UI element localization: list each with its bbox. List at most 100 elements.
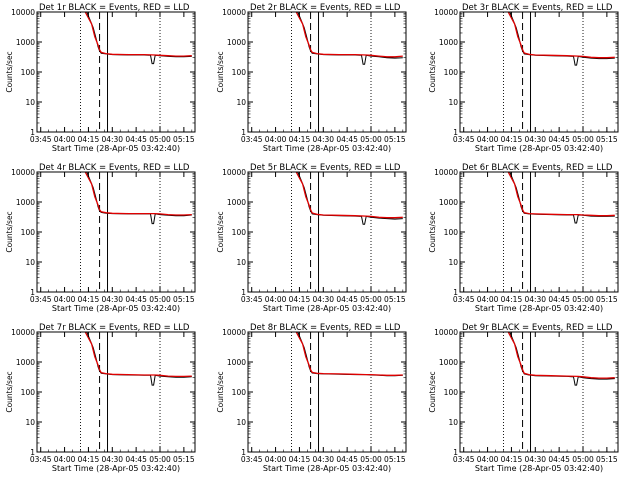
lld-series-line	[84, 12, 192, 57]
x-tick-label: 04:45	[125, 135, 147, 144]
y-tick-label: 10000	[222, 168, 246, 177]
x-tick-label: 03:45	[241, 295, 263, 304]
x-tick-label: 03:45	[453, 135, 475, 144]
x-axis-title: Start Time (28-Apr-05 03:42:40)	[52, 304, 180, 313]
panel-title: Det 2r BLACK = Events, RED = LLD	[250, 3, 401, 13]
x-tick-label: 05:00	[149, 295, 171, 304]
y-tick-label: 10000	[11, 8, 35, 17]
x-tick-label: 04:45	[336, 455, 358, 464]
y-tick-label: 10000	[222, 8, 246, 17]
x-axis-title: Start Time (28-Apr-05 03:42:40)	[475, 464, 603, 473]
chart-panel: Det 4r BLACK = Events, RED = LLD 1 10 100 10…	[5, 163, 196, 313]
x-tick-label: 04:45	[336, 135, 358, 144]
lld-series-line	[84, 172, 192, 216]
y-axis-title: Counts/sec	[428, 211, 437, 252]
x-tick-label: 03:45	[453, 455, 475, 464]
x-tick-label: 05:00	[360, 295, 382, 304]
series-area	[84, 12, 192, 65]
x-tick-label: 04:30	[312, 455, 334, 464]
y-tick-label: 1000	[16, 198, 35, 207]
x-tick-label: 04:30	[524, 295, 546, 304]
series-area	[295, 172, 403, 225]
x-tick-label: 04:15	[501, 135, 523, 144]
x-tick-label: 04:00	[477, 455, 499, 464]
y-tick-label: 10000	[434, 8, 458, 17]
y-tick-label: 1	[241, 288, 246, 297]
y-tick-label: 10	[25, 98, 35, 107]
x-axis-title: Start Time (28-Apr-05 03:42:40)	[263, 144, 391, 153]
y-tick-label: 1000	[439, 38, 458, 47]
plot-frame	[459, 171, 619, 293]
events-series-line	[297, 332, 403, 377]
lld-series-line	[84, 332, 192, 378]
series-area	[507, 172, 615, 224]
x-tick-label: 04:00	[54, 455, 76, 464]
panel-title: Det 7r BLACK = Events, RED = LLD	[39, 323, 190, 333]
x-tick-label: 04:15	[501, 455, 523, 464]
x-axis-title: Start Time (28-Apr-05 03:42:40)	[52, 144, 180, 153]
x-tick-label: 04:15	[78, 135, 100, 144]
y-tick-label: 1000	[227, 358, 246, 367]
x-axis-title: Start Time (28-Apr-05 03:42:40)	[52, 464, 180, 473]
y-tick-label: 10	[448, 258, 458, 267]
x-tick-label: 04:00	[54, 295, 76, 304]
panel-title: Det 1r BLACK = Events, RED = LLD	[39, 3, 190, 13]
x-tick-label: 05:00	[572, 135, 594, 144]
y-tick-label: 1000	[16, 358, 35, 367]
x-tick-label: 05:15	[173, 135, 195, 144]
x-tick-label: 05:15	[596, 455, 618, 464]
plot-frame	[247, 331, 407, 453]
x-axis-title: Start Time (28-Apr-05 03:42:40)	[475, 304, 603, 313]
chart-panel: Det 8r BLACK = Events, RED = LLD 1 10 100 10…	[216, 323, 407, 473]
x-tick-label: 04:15	[289, 455, 311, 464]
y-tick-label: 100	[21, 388, 36, 397]
x-tick-label: 05:15	[384, 295, 406, 304]
y-tick-label: 100	[444, 228, 459, 237]
x-tick-label: 05:15	[596, 135, 618, 144]
y-tick-label: 100	[444, 68, 459, 77]
events-series-line	[86, 332, 192, 386]
x-tick-label: 04:45	[548, 295, 570, 304]
plot-frame	[247, 11, 407, 133]
y-tick-label: 10000	[222, 328, 246, 337]
y-tick-label: 10	[25, 258, 35, 267]
panel-title: Det 4r BLACK = Events, RED = LLD	[39, 163, 190, 173]
panel-title: Det 6r BLACK = Events, RED = LLD	[462, 163, 613, 173]
x-tick-label: 05:15	[384, 455, 406, 464]
lld-series-line	[295, 172, 403, 219]
y-tick-label: 10	[236, 418, 246, 427]
x-tick-label: 04:30	[101, 135, 123, 144]
lld-series-line	[507, 172, 615, 217]
panel-title: Det 8r BLACK = Events, RED = LLD	[250, 323, 401, 333]
chart-panel: Det 3r BLACK = Events, RED = LLD 1 10 100 10…	[428, 3, 619, 153]
x-tick-label: 04:30	[524, 135, 546, 144]
y-tick-label: 1000	[227, 38, 246, 47]
x-tick-label: 04:15	[78, 455, 100, 464]
x-tick-label: 04:00	[477, 135, 499, 144]
x-tick-label: 05:15	[596, 295, 618, 304]
y-tick-label: 1	[453, 288, 458, 297]
x-tick-label: 04:30	[101, 295, 123, 304]
y-axis-title: Counts/sec	[428, 371, 437, 412]
chart-panel: Det 6r BLACK = Events, RED = LLD 1 10 100 10…	[428, 163, 619, 313]
series-area	[507, 332, 615, 386]
y-tick-label: 1	[30, 128, 35, 137]
lld-series-line	[295, 12, 403, 58]
plot-frame	[36, 331, 196, 453]
y-axis-title: Counts/sec	[216, 51, 225, 92]
x-tick-label: 03:45	[453, 295, 475, 304]
y-axis-title: Counts/sec	[5, 211, 14, 252]
panel-title: Det 5r BLACK = Events, RED = LLD	[250, 163, 401, 173]
chart-panel: Det 9r BLACK = Events, RED = LLD 1 10 100 10…	[428, 323, 619, 473]
panel-title: Det 3r BLACK = Events, RED = LLD	[462, 3, 613, 13]
plot-frame	[459, 331, 619, 453]
x-tick-label: 04:30	[524, 455, 546, 464]
x-tick-label: 03:45	[241, 135, 263, 144]
x-tick-label: 04:30	[312, 295, 334, 304]
x-tick-label: 04:00	[265, 455, 287, 464]
plot-frame	[247, 171, 407, 293]
x-tick-label: 03:45	[30, 295, 52, 304]
x-tick-label: 04:45	[336, 295, 358, 304]
y-axis-title: Counts/sec	[216, 211, 225, 252]
